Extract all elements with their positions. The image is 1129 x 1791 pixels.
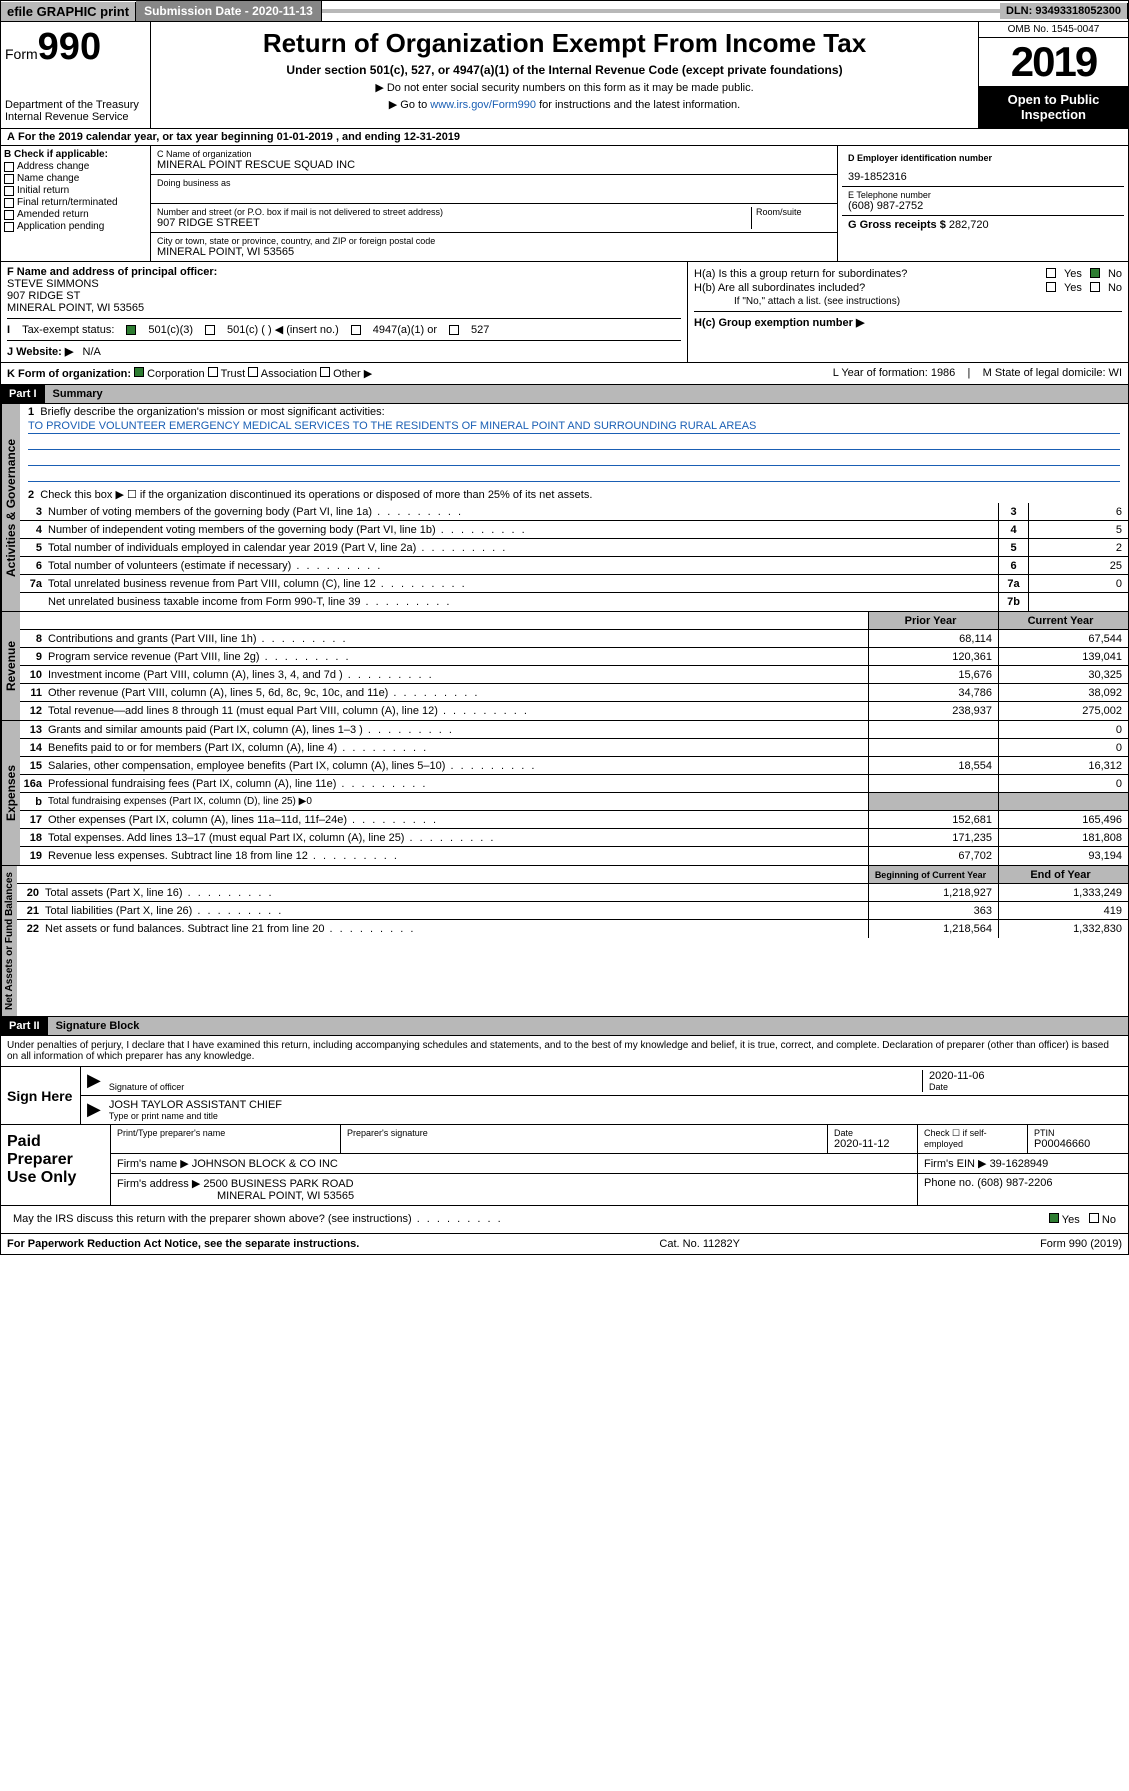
open-public-badge: Open to Public Inspection xyxy=(979,86,1128,128)
sign-here-label: Sign Here xyxy=(1,1067,81,1124)
checkbox-app-pending[interactable] xyxy=(4,222,14,232)
top-toolbar: efile GRAPHIC print Submission Date - 20… xyxy=(0,0,1129,22)
submission-date-btn[interactable]: Submission Date - 2020-11-13 xyxy=(136,1,322,21)
vtab-expenses: Expenses xyxy=(1,721,20,865)
section-bcdefg: B Check if applicable: Address change Na… xyxy=(0,146,1129,262)
form-number: Form990 xyxy=(5,26,146,69)
vtab-netassets: Net Assets or Fund Balances xyxy=(1,866,17,1016)
checkbox-527[interactable] xyxy=(449,325,459,335)
ein: 39-1852316 xyxy=(848,171,1118,183)
form-header: Form990 Department of the Treasury Inter… xyxy=(0,22,1129,129)
checkbox-discuss-no[interactable] xyxy=(1089,1213,1099,1223)
vtab-governance: Activities & Governance xyxy=(1,404,20,611)
tax-year-line: A For the 2019 calendar year, or tax yea… xyxy=(0,129,1129,146)
checkbox-name-change[interactable] xyxy=(4,174,14,184)
part1-expenses: Expenses 13Grants and similar amounts pa… xyxy=(0,721,1129,866)
paid-preparer-label: Paid Preparer Use Only xyxy=(1,1125,111,1205)
efile-label: efile GRAPHIC print xyxy=(1,2,136,21)
phone: (608) 987-2752 xyxy=(848,200,1118,212)
checkbox-hb-no[interactable] xyxy=(1090,282,1100,292)
checkbox-hb-yes[interactable] xyxy=(1046,282,1056,292)
checkbox-amended[interactable] xyxy=(4,210,14,220)
irs-link[interactable]: www.irs.gov/Form990 xyxy=(430,99,536,111)
gross-receipts: 282,720 xyxy=(949,219,989,231)
section-b: B Check if applicable: Address change Na… xyxy=(1,146,151,261)
signature-block: Under penalties of perjury, I declare th… xyxy=(0,1036,1129,1234)
page-footer: For Paperwork Reduction Act Notice, see … xyxy=(0,1234,1129,1255)
checkbox-corp[interactable] xyxy=(134,367,144,377)
firm-phone: (608) 987-2206 xyxy=(977,1177,1052,1189)
dept-label: Department of the Treasury Internal Reve… xyxy=(5,99,146,123)
form-title: Return of Organization Exempt From Incom… xyxy=(157,28,972,59)
checkbox-address-change[interactable] xyxy=(4,162,14,172)
omb-number: OMB No. 1545-0047 xyxy=(979,22,1128,38)
form-subtitle: Under section 501(c), 527, or 4947(a)(1)… xyxy=(157,63,972,77)
org-city: MINERAL POINT, WI 53565 xyxy=(157,246,831,258)
firm-ein: 39-1628949 xyxy=(990,1158,1049,1170)
part1-header: Part I Summary xyxy=(0,385,1129,404)
signature-arrow-icon: ▶ xyxy=(87,1070,109,1092)
checkbox-assoc[interactable] xyxy=(248,367,258,377)
checkbox-501c3[interactable] xyxy=(126,325,136,335)
checkbox-501c[interactable] xyxy=(205,325,215,335)
section-fhij: F Name and address of principal officer:… xyxy=(0,262,1129,363)
tax-year: 2019 xyxy=(979,38,1128,86)
checkbox-4947[interactable] xyxy=(351,325,361,335)
officer-name: STEVE SIMMONS xyxy=(7,278,681,290)
checkbox-initial-return[interactable] xyxy=(4,186,14,196)
officer-printed-name: JOSH TAYLOR ASSISTANT CHIEF xyxy=(109,1099,1122,1111)
part1-revenue: Revenue Prior YearCurrent Year 8Contribu… xyxy=(0,612,1129,721)
org-street: 907 RIDGE STREET xyxy=(157,217,751,229)
vtab-revenue: Revenue xyxy=(1,612,20,720)
part1-netassets: Net Assets or Fund Balances Beginning of… xyxy=(0,866,1129,1017)
website: N/A xyxy=(83,346,101,358)
toolbar-spacer xyxy=(322,9,1000,13)
firm-name: JOHNSON BLOCK & CO INC xyxy=(192,1158,338,1170)
checkbox-trust[interactable] xyxy=(208,367,218,377)
checkbox-discuss-yes[interactable] xyxy=(1049,1213,1059,1223)
dln-label: DLN: 93493318052300 xyxy=(1000,3,1128,19)
part1-governance: Activities & Governance 1 Briefly descri… xyxy=(0,404,1129,612)
checkbox-other[interactable] xyxy=(320,367,330,377)
section-klm: K Form of organization: Corporation Trus… xyxy=(0,363,1129,385)
checkbox-ha-yes[interactable] xyxy=(1046,268,1056,278)
form-note-1: ▶ Do not enter social security numbers o… xyxy=(157,81,972,94)
org-name: MINERAL POINT RESCUE SQUAD INC xyxy=(157,159,831,171)
checkbox-final-return[interactable] xyxy=(4,198,14,208)
signature-arrow-icon: ▶ xyxy=(87,1099,109,1121)
form-note-2: ▶ Go to www.irs.gov/Form990 for instruct… xyxy=(157,98,972,111)
checkbox-ha-no[interactable] xyxy=(1090,268,1100,278)
mission-text: TO PROVIDE VOLUNTEER EMERGENCY MEDICAL S… xyxy=(28,420,1120,434)
part2-header: Part II Signature Block xyxy=(0,1017,1129,1036)
ptin: P00046660 xyxy=(1034,1138,1122,1150)
